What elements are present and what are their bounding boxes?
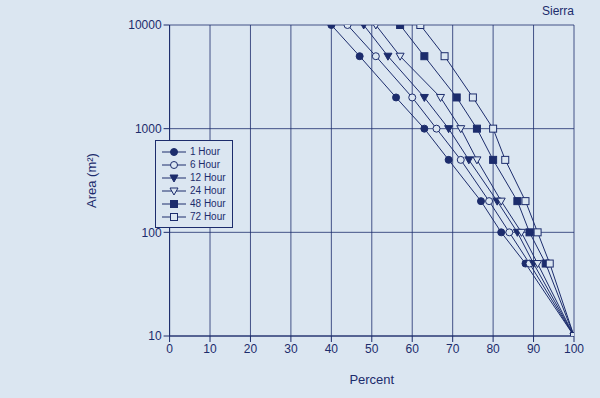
html-text:12 Hour: 12 Hour — [190, 172, 226, 183]
svg-text:50: 50 — [365, 342, 379, 356]
svg-text:10000: 10000 — [128, 18, 162, 32]
svg-text:0: 0 — [166, 342, 173, 356]
svg-text:40: 40 — [325, 342, 339, 356]
svg-text:10: 10 — [203, 342, 217, 356]
svg-text:100: 100 — [564, 342, 584, 356]
svg-text:30: 30 — [284, 342, 298, 356]
svg-text:80: 80 — [486, 342, 500, 356]
html-text:1 Hour: 1 Hour — [190, 146, 220, 157]
html-text:72 Hour: 72 Hour — [190, 211, 226, 222]
svg-text:10: 10 — [148, 329, 162, 343]
html-text:Sierra: Sierra — [542, 4, 574, 18]
html-text:24 Hour: 24 Hour — [190, 185, 226, 196]
svg-text:70: 70 — [446, 342, 460, 356]
svg-text:60: 60 — [406, 342, 420, 356]
svg-text:20: 20 — [244, 342, 258, 356]
svg-text:90: 90 — [527, 342, 541, 356]
svg-text:100: 100 — [142, 226, 162, 240]
svg-text:Percent: Percent — [349, 372, 394, 387]
svg-text:Area (m²): Area (m²) — [84, 153, 99, 208]
svg-text:1000: 1000 — [135, 122, 162, 136]
html-text:48 Hour: 48 Hour — [190, 198, 226, 209]
html-text:6 Hour: 6 Hour — [190, 159, 220, 170]
